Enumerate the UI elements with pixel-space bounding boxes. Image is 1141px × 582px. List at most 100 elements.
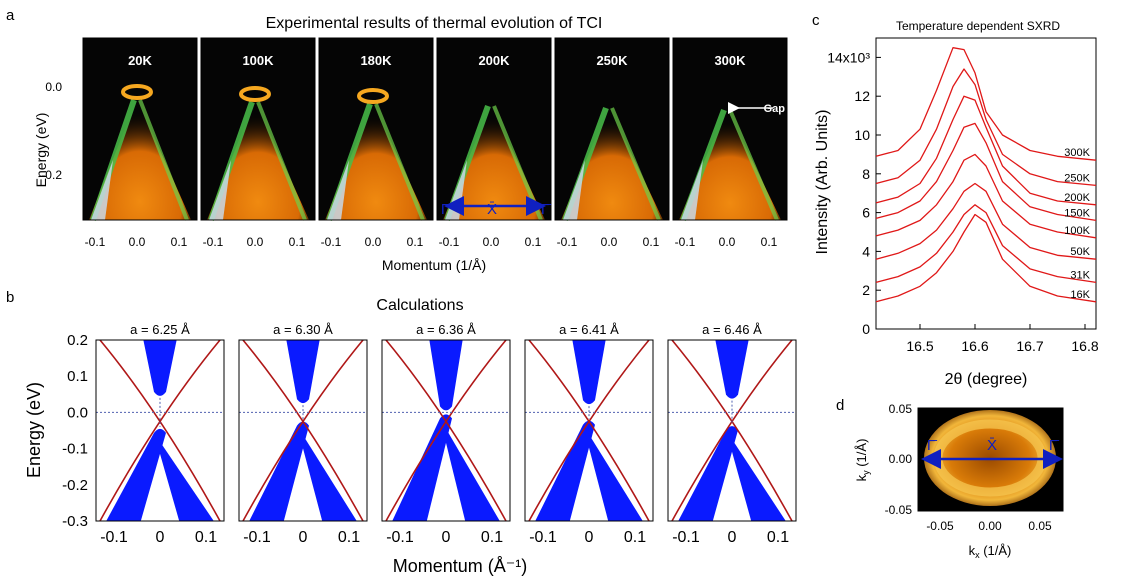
- arpes-dirac-feature: [239, 86, 271, 102]
- panel-label-c: c: [812, 12, 820, 29]
- panel-a-ylabel: Energy (eV): [33, 113, 49, 188]
- momentum-tick-label: 0: [585, 529, 594, 546]
- x-tick-label: 0.1: [525, 235, 542, 249]
- gap-label: Gap: [764, 103, 786, 115]
- arpes-cone: [89, 98, 191, 220]
- chart-plot-frame: [875, 37, 1097, 330]
- arpes-dirac-feature: [121, 84, 153, 100]
- x-tick-label: 0.0: [247, 235, 264, 249]
- valence-band: [106, 428, 166, 521]
- y-tick-label: 6: [862, 205, 870, 221]
- arpes-panel-180K: 180K -0.1 0.0 0.1: [318, 37, 434, 249]
- calc-panel-4: a = 6.46 Å -0.1 0 0.1: [667, 322, 797, 546]
- temperature-label: 20K: [128, 53, 152, 68]
- conduction-band: [715, 340, 749, 399]
- chart-ylabel: Intensity (Arb. Units): [814, 110, 831, 255]
- series-label-16K: 16K: [1070, 289, 1090, 301]
- fs-xtick-0: -0.05: [926, 519, 954, 533]
- arpes-band-right: [138, 99, 189, 221]
- momentum-tick-label: -0.1: [529, 529, 557, 546]
- energy-tick-label: -0.3: [62, 513, 88, 530]
- arpes-panel-200K: 200K -0.1 0.0 0.1 Γ̄ X̄ Γ̄: [436, 37, 552, 249]
- panel-label-d: d: [836, 397, 844, 414]
- lattice-label: a = 6.30 Å: [273, 322, 333, 337]
- valence-band-right: [583, 424, 643, 521]
- arpes-panel-300K: 300K -0.1 0.0 0.1 Gap: [672, 37, 788, 249]
- arpes-cone: [561, 106, 663, 220]
- calc-frame: [524, 339, 654, 522]
- arpes-saturation: [681, 160, 703, 220]
- series-label-50K: 50K: [1070, 246, 1090, 258]
- momentum-tick-label: 0: [156, 529, 165, 546]
- momentum-tick-label: -0.1: [243, 529, 271, 546]
- panel-a-title: Experimental results of thermal evolutio…: [266, 15, 603, 32]
- panel-b-title: Calculations: [376, 297, 463, 314]
- fs-ytick-1: 0.00: [889, 452, 913, 466]
- arpes-dirac-feature: [357, 88, 389, 104]
- calc-panel-2: a = 6.36 Å -0.1 0 0.1: [381, 322, 511, 546]
- x-tick-label: 16.7: [1016, 338, 1043, 354]
- x-tick-label: -0.1: [85, 235, 106, 249]
- series-label-31K: 31K: [1070, 269, 1090, 281]
- fs-xtick-1: 0.00: [978, 519, 1002, 533]
- arpes-band-right: [610, 107, 661, 221]
- series-line-200K: [875, 95, 1097, 206]
- series-line-31K: [875, 204, 1097, 284]
- arpes-cone: [207, 100, 309, 220]
- x-tick-label: 0.0: [129, 235, 146, 249]
- temperature-label: 200K: [478, 53, 510, 68]
- momentum-tick-label: -0.1: [100, 529, 128, 546]
- x-tick-label: 0.0: [601, 235, 618, 249]
- energy-tick-label: -0.2: [62, 477, 88, 494]
- calc-frame: [667, 339, 797, 522]
- y-tick-label: 8: [862, 166, 870, 182]
- series-line-50K: [875, 182, 1097, 260]
- energy-tick-label: -0.1: [62, 441, 88, 458]
- valence-band-right: [440, 418, 500, 521]
- fs-xtick-2: 0.05: [1028, 519, 1052, 533]
- valence-band: [678, 426, 738, 521]
- arpes-saturation: [209, 160, 231, 220]
- fs-gamma-right: Γ̄: [1049, 437, 1059, 454]
- arpes-cone: [325, 102, 427, 220]
- energy-tick-label: 0.1: [67, 368, 88, 385]
- series-label-100K: 100K: [1064, 225, 1090, 237]
- surface-state-line: [385, 339, 507, 522]
- series-line-300K: [875, 47, 1097, 161]
- temperature-label: 100K: [242, 53, 274, 68]
- series-line-150K: [875, 122, 1097, 222]
- y-tick-label: 12: [854, 88, 870, 104]
- panel-label-a: a: [6, 7, 15, 24]
- panel-d-fermi-surface: Γ̄ X̄ Γ̄ 0.05 0.00 -0.05 -0.05 0.00 0.05…: [854, 402, 1064, 560]
- series-line-100K: [875, 153, 1097, 239]
- x-tick-label: 16.6: [961, 338, 988, 354]
- panel-a-xlabel: Momentum (1/Å): [382, 257, 486, 273]
- calc-frame: [95, 339, 225, 522]
- arpes-saturation: [563, 160, 585, 220]
- calc-frame: [381, 339, 511, 522]
- series-label-200K: 200K: [1064, 192, 1090, 204]
- panel-a-arpes: Experimental results of thermal evolutio…: [33, 15, 788, 273]
- energy-tick-label: 0.2: [67, 332, 88, 349]
- x-point-label: X̄: [487, 201, 497, 218]
- fs-ytick-2: -0.05: [885, 503, 913, 517]
- chart-title: Temperature dependent SXRD: [896, 19, 1060, 33]
- series-label-300K: 300K: [1064, 147, 1090, 159]
- arpes-band-right: [256, 101, 307, 221]
- arpes-frame: [554, 37, 670, 221]
- calc-frame: [238, 339, 368, 522]
- fs-ylabel: ky (1/Å): [854, 439, 871, 482]
- temperature-label: 300K: [714, 53, 746, 68]
- temperature-label: 250K: [596, 53, 628, 68]
- conduction-band: [429, 340, 463, 411]
- panel-a-ytick-1: -0.2: [41, 168, 62, 182]
- x-tick-label: 0.1: [289, 235, 306, 249]
- arpes-band-right: [728, 109, 779, 221]
- arpes-saturation: [91, 160, 113, 220]
- x-tick-label: 0.1: [171, 235, 188, 249]
- gamma-right-label: Γ̄: [541, 201, 551, 218]
- surface-state-line: [528, 339, 650, 522]
- x-tick-label: -0.1: [675, 235, 696, 249]
- chart-xlabel: 2θ (degree): [945, 371, 1028, 388]
